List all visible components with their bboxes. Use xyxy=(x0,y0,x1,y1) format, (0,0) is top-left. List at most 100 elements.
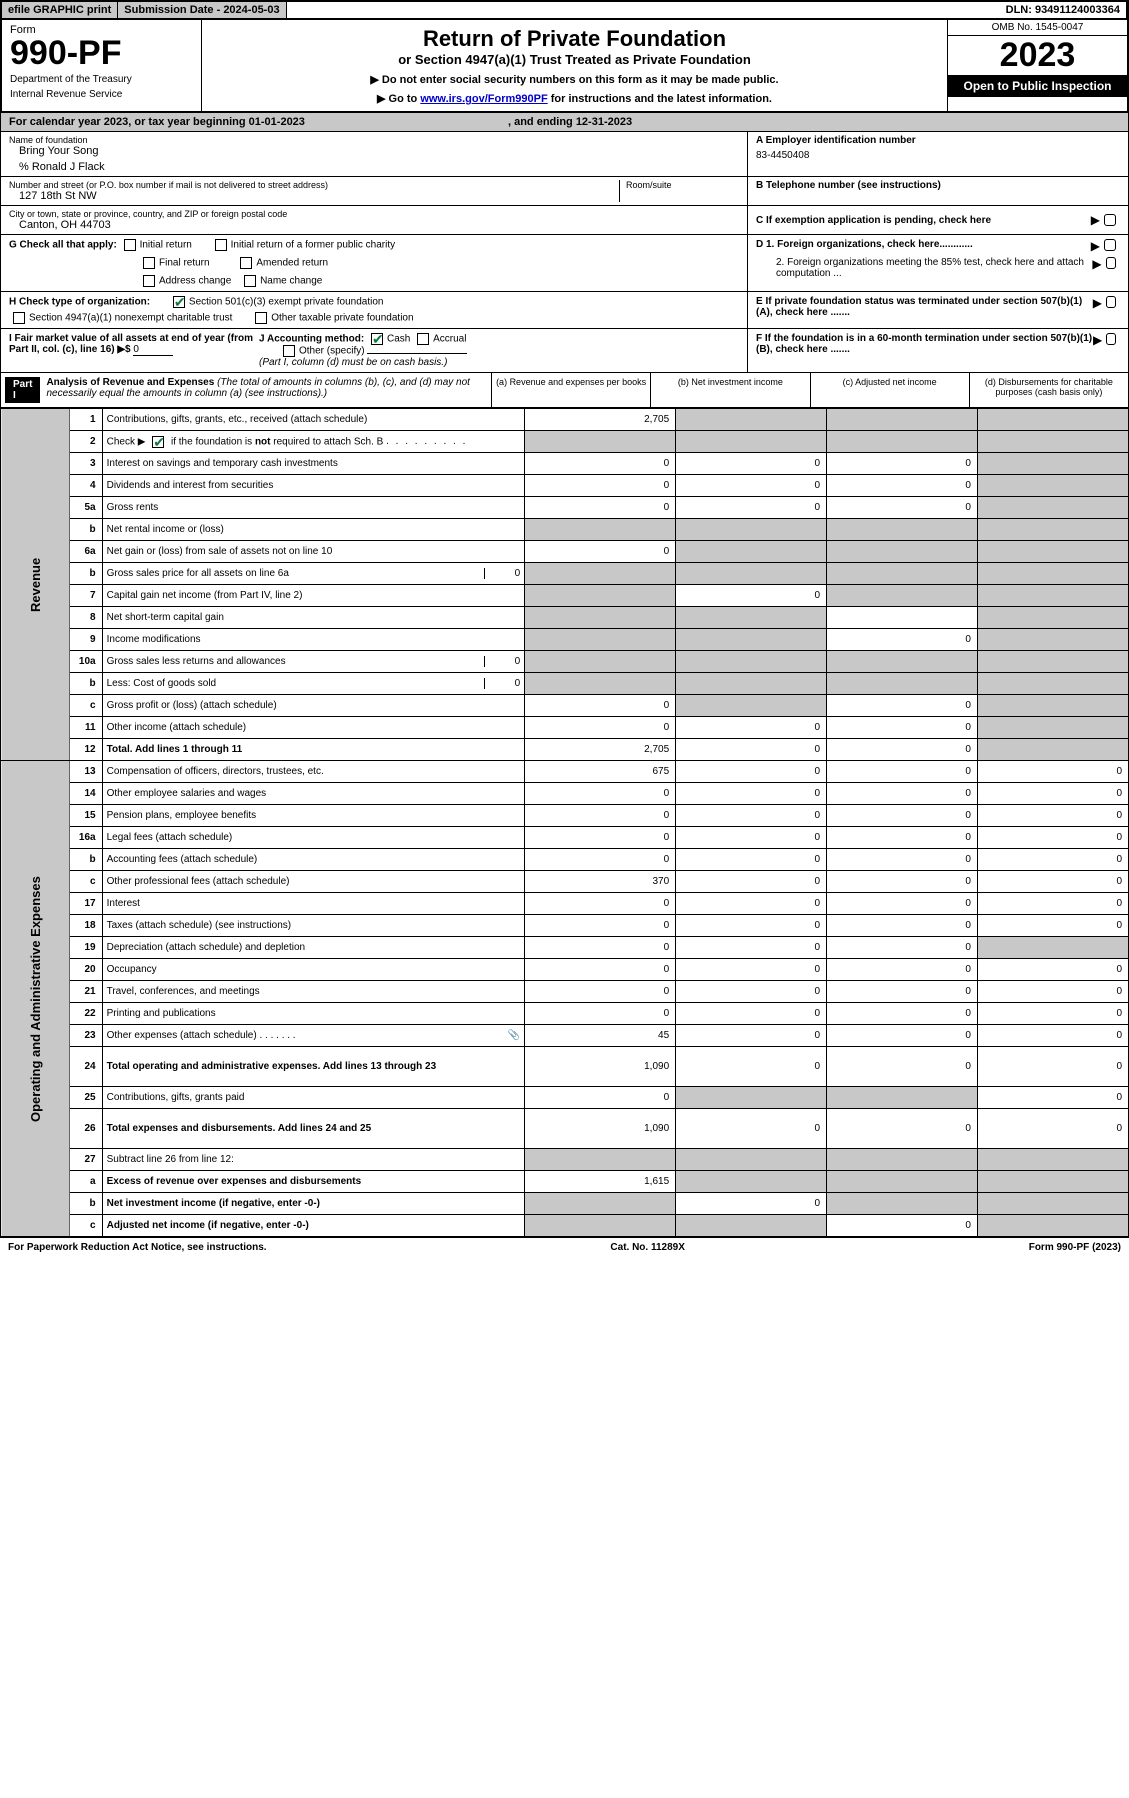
amount-cell-c xyxy=(827,563,978,585)
amount-cell-c: 0 xyxy=(827,805,978,827)
line-description: Net investment income (if negative, ente… xyxy=(102,1193,525,1215)
line-number: 13 xyxy=(70,761,102,783)
amount-cell-d xyxy=(977,497,1128,519)
table-row: bAccounting fees (attach schedule)0000 xyxy=(1,849,1129,871)
amount-cell-d xyxy=(977,431,1128,453)
line-description: Contributions, gifts, grants paid xyxy=(102,1087,525,1109)
amount-cell-d xyxy=(977,673,1128,695)
amount-cell-b: 0 xyxy=(676,915,827,937)
amount-cell-d: 0 xyxy=(977,1047,1128,1087)
line-description: Travel, conferences, and meetings xyxy=(102,981,525,1003)
amount-cell-d xyxy=(977,739,1128,761)
table-row: 2Check ▶ if the foundation is not requir… xyxy=(1,431,1129,453)
expenses-side-label: Operating and Administrative Expenses xyxy=(1,761,70,1237)
line-number: 25 xyxy=(70,1087,102,1109)
amount-cell-a: 1,615 xyxy=(525,1171,676,1193)
schb-checkbox[interactable] xyxy=(152,436,164,448)
table-row: 8Net short-term capital gain xyxy=(1,607,1129,629)
amount-cell-b: 0 xyxy=(676,1193,827,1215)
amount-cell-d xyxy=(977,585,1128,607)
table-row: 22Printing and publications0000 xyxy=(1,1003,1129,1025)
table-row: 27Subtract line 26 from line 12: xyxy=(1,1149,1129,1171)
g-h-row: G Check all that apply: Initial return I… xyxy=(0,235,1129,292)
part1-header: Part I Analysis of Revenue and Expenses … xyxy=(0,373,1129,408)
g-name-checkbox[interactable] xyxy=(244,275,256,287)
care-of: % Ronald J Flack xyxy=(19,161,739,173)
line-description: Gross sales less returns and allowances … xyxy=(102,651,525,673)
amount-cell-c: 0 xyxy=(827,783,978,805)
amount-cell-a: 1,090 xyxy=(525,1047,676,1087)
line-description: Other professional fees (attach schedule… xyxy=(102,871,525,893)
amount-cell-b xyxy=(676,651,827,673)
j-accrual-checkbox[interactable] xyxy=(417,333,429,345)
amount-cell-c xyxy=(827,585,978,607)
g-final-checkbox[interactable] xyxy=(143,257,155,269)
city-label: City or town, state or province, country… xyxy=(9,209,739,219)
form-link-line: ▶ Go to www.irs.gov/Form990PF for instru… xyxy=(208,92,941,105)
amount-cell-c xyxy=(827,1193,978,1215)
line-description: Net rental income or (loss) xyxy=(102,519,525,541)
amount-cell-b: 0 xyxy=(676,1109,827,1149)
amount-cell-b: 0 xyxy=(676,1047,827,1087)
irs-link[interactable]: www.irs.gov/Form990PF xyxy=(420,93,547,105)
amount-cell-d: 0 xyxy=(977,915,1128,937)
line-number: 24 xyxy=(70,1047,102,1087)
g-address-checkbox[interactable] xyxy=(143,275,155,287)
amount-cell-b: 0 xyxy=(676,475,827,497)
line-number: c xyxy=(70,871,102,893)
amount-cell-c xyxy=(827,1087,978,1109)
i-label: I Fair market value of all assets at end… xyxy=(9,333,253,355)
footer: For Paperwork Reduction Act Notice, see … xyxy=(0,1237,1129,1257)
c-checkbox[interactable] xyxy=(1104,214,1116,226)
line-number: b xyxy=(70,563,102,585)
e-checkbox[interactable] xyxy=(1106,296,1116,308)
attach-icon[interactable]: 📎 xyxy=(508,1030,520,1041)
amount-cell-a: 0 xyxy=(525,849,676,871)
name-label: Name of foundation xyxy=(9,135,739,145)
table-row: 5aGross rents000 xyxy=(1,497,1129,519)
amount-cell-c: 0 xyxy=(827,959,978,981)
h-501c3-checkbox[interactable] xyxy=(173,296,185,308)
g-amended-checkbox[interactable] xyxy=(240,257,252,269)
line-number: 9 xyxy=(70,629,102,651)
d1-checkbox[interactable] xyxy=(1104,239,1116,251)
d2-checkbox[interactable] xyxy=(1106,257,1116,269)
h-4947-checkbox[interactable] xyxy=(13,312,25,324)
amount-cell-b xyxy=(676,1087,827,1109)
h-other-checkbox[interactable] xyxy=(255,312,267,324)
table-row: aExcess of revenue over expenses and dis… xyxy=(1,1171,1129,1193)
g-former-checkbox[interactable] xyxy=(215,239,227,251)
amount-cell-b: 0 xyxy=(676,937,827,959)
table-row: 17Interest0000 xyxy=(1,893,1129,915)
efile-label: efile GRAPHIC print xyxy=(2,2,118,18)
amount-cell-b xyxy=(676,695,827,717)
amount-cell-a: 0 xyxy=(525,783,676,805)
j-other-checkbox[interactable] xyxy=(283,345,295,357)
line-number: 8 xyxy=(70,607,102,629)
amount-cell-d xyxy=(977,1193,1128,1215)
table-row: 21Travel, conferences, and meetings0000 xyxy=(1,981,1129,1003)
line-number: 26 xyxy=(70,1109,102,1149)
f-checkbox[interactable] xyxy=(1106,333,1116,345)
amount-cell-c: 0 xyxy=(827,1025,978,1047)
amount-cell-c: 0 xyxy=(827,497,978,519)
amount-cell-c xyxy=(827,431,978,453)
amount-cell-a: 0 xyxy=(525,453,676,475)
amount-cell-d xyxy=(977,1149,1128,1171)
amount-cell-b xyxy=(676,519,827,541)
amount-cell-b: 0 xyxy=(676,981,827,1003)
amount-cell-b xyxy=(676,541,827,563)
line-description: Compensation of officers, directors, tru… xyxy=(102,761,525,783)
g-initial-checkbox[interactable] xyxy=(124,239,136,251)
amount-cell-c: 0 xyxy=(827,1003,978,1025)
amount-cell-a: 1,090 xyxy=(525,1109,676,1149)
table-row: 16aLegal fees (attach schedule)0000 xyxy=(1,827,1129,849)
amount-cell-b: 0 xyxy=(676,1025,827,1047)
line-number: b xyxy=(70,849,102,871)
amount-cell-a: 0 xyxy=(525,893,676,915)
form-number: 990-PF xyxy=(10,36,193,70)
j-cash-checkbox[interactable] xyxy=(371,333,383,345)
amount-cell-c: 0 xyxy=(827,893,978,915)
table-row: 23Other expenses (attach schedule) . . .… xyxy=(1,1025,1129,1047)
addr-label: Number and street (or P.O. box number if… xyxy=(9,180,619,190)
